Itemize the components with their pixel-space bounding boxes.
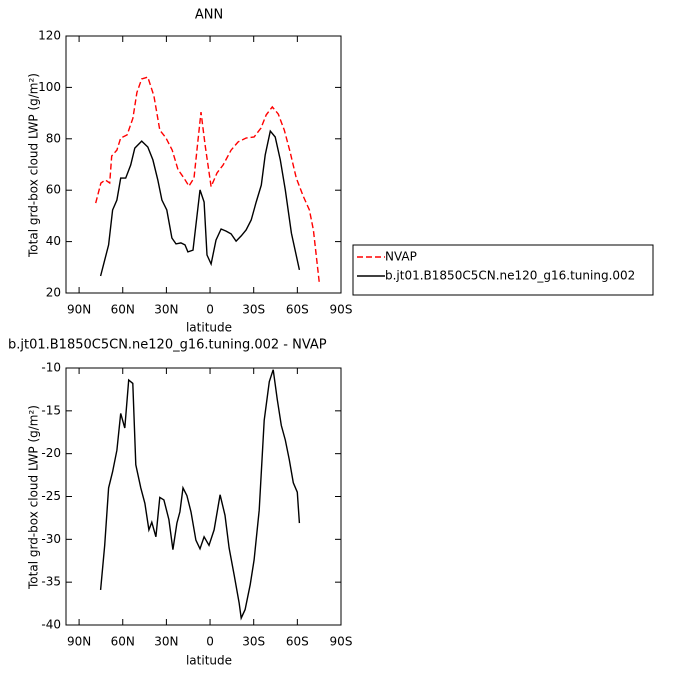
y-tick-label: -35 (41, 575, 61, 589)
x-tick-label: 90S (330, 303, 353, 317)
x-axis-label: latitude (186, 654, 232, 668)
y-axis-label: Total grd-box cloud LWP (g/m²) (27, 405, 41, 590)
x-tick-label: 30S (242, 635, 265, 649)
x-tick-label: 0 (206, 303, 214, 317)
data-line (95, 76, 320, 282)
chart-title: b.jt01.B1850C5CN.ne120_g16.tuning.002 - … (8, 338, 327, 353)
legend-box (352, 244, 654, 296)
y-tick-label: 60 (46, 183, 61, 197)
y-tick-label: -25 (41, 489, 61, 503)
y-tick-label: 20 (46, 286, 61, 300)
y-tick-label: -30 (41, 532, 61, 546)
x-tick-label: 60S (286, 635, 309, 649)
y-tick-label: -20 (41, 446, 61, 460)
x-tick-label: 0 (206, 635, 214, 649)
plot-frame (65, 367, 342, 626)
x-tick-label: 60S (286, 303, 309, 317)
x-tick-label: 60N (111, 635, 135, 649)
x-tick-label: 60N (111, 303, 135, 317)
y-axis-label: Total grd-box cloud LWP (g/m²) (27, 73, 41, 258)
legend-label: NVAP (385, 250, 417, 264)
x-axis-label: latitude (186, 321, 232, 335)
legend-label: b.jt01.B1850C5CN.ne120_g16.tuning.002 (385, 269, 635, 283)
x-tick-label: 30S (242, 303, 265, 317)
x-tick-label: 30N (154, 303, 178, 317)
plot-frame (65, 35, 342, 294)
y-tick-label: -10 (41, 361, 61, 375)
y-tick-label: 40 (46, 234, 61, 248)
y-tick-label: -40 (41, 618, 61, 632)
x-tick-label: 90N (67, 635, 91, 649)
y-tick-label: 100 (38, 80, 61, 94)
x-tick-label: 90S (330, 635, 353, 649)
data-line (99, 129, 301, 277)
y-tick-label: 120 (38, 29, 61, 43)
data-line (99, 369, 301, 621)
x-tick-label: 90N (67, 303, 91, 317)
chart-title: ANN (195, 8, 223, 23)
y-tick-label: 80 (46, 131, 61, 145)
y-tick-label: -15 (41, 403, 61, 417)
x-tick-label: 30N (154, 635, 178, 649)
